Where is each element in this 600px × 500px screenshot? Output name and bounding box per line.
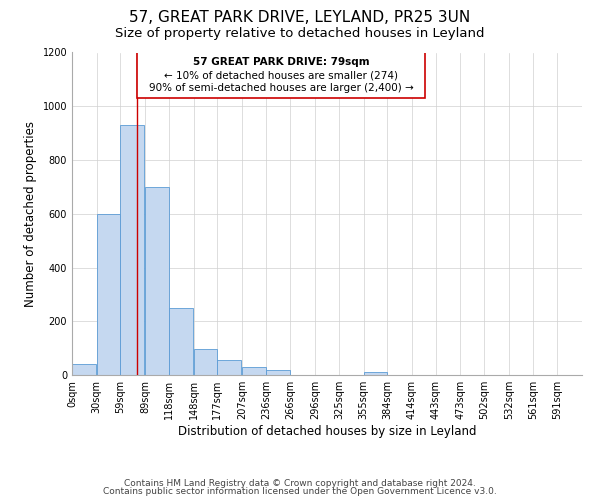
Bar [266,370,290,375]
Bar [242,367,266,375]
Bar [194,350,217,375]
Bar [72,364,96,375]
Text: ← 10% of detached houses are smaller (274): ← 10% of detached houses are smaller (27… [164,70,398,81]
Bar [97,214,121,375]
Y-axis label: Number of detached properties: Number of detached properties [24,120,37,306]
Bar [145,187,169,375]
Text: 57, GREAT PARK DRIVE, LEYLAND, PR25 3UN: 57, GREAT PARK DRIVE, LEYLAND, PR25 3UN [130,10,470,25]
Bar [364,372,388,375]
Bar [217,360,241,375]
Text: 57 GREAT PARK DRIVE: 79sqm: 57 GREAT PARK DRIVE: 79sqm [193,58,370,68]
Bar [169,308,193,375]
Bar [121,125,144,375]
X-axis label: Distribution of detached houses by size in Leyland: Distribution of detached houses by size … [178,425,476,438]
Text: Size of property relative to detached houses in Leyland: Size of property relative to detached ho… [115,28,485,40]
Text: Contains HM Land Registry data © Crown copyright and database right 2024.: Contains HM Land Registry data © Crown c… [124,478,476,488]
Text: Contains public sector information licensed under the Open Government Licence v3: Contains public sector information licen… [103,487,497,496]
Bar [137,52,425,98]
Text: 90% of semi-detached houses are larger (2,400) →: 90% of semi-detached houses are larger (… [149,84,413,94]
